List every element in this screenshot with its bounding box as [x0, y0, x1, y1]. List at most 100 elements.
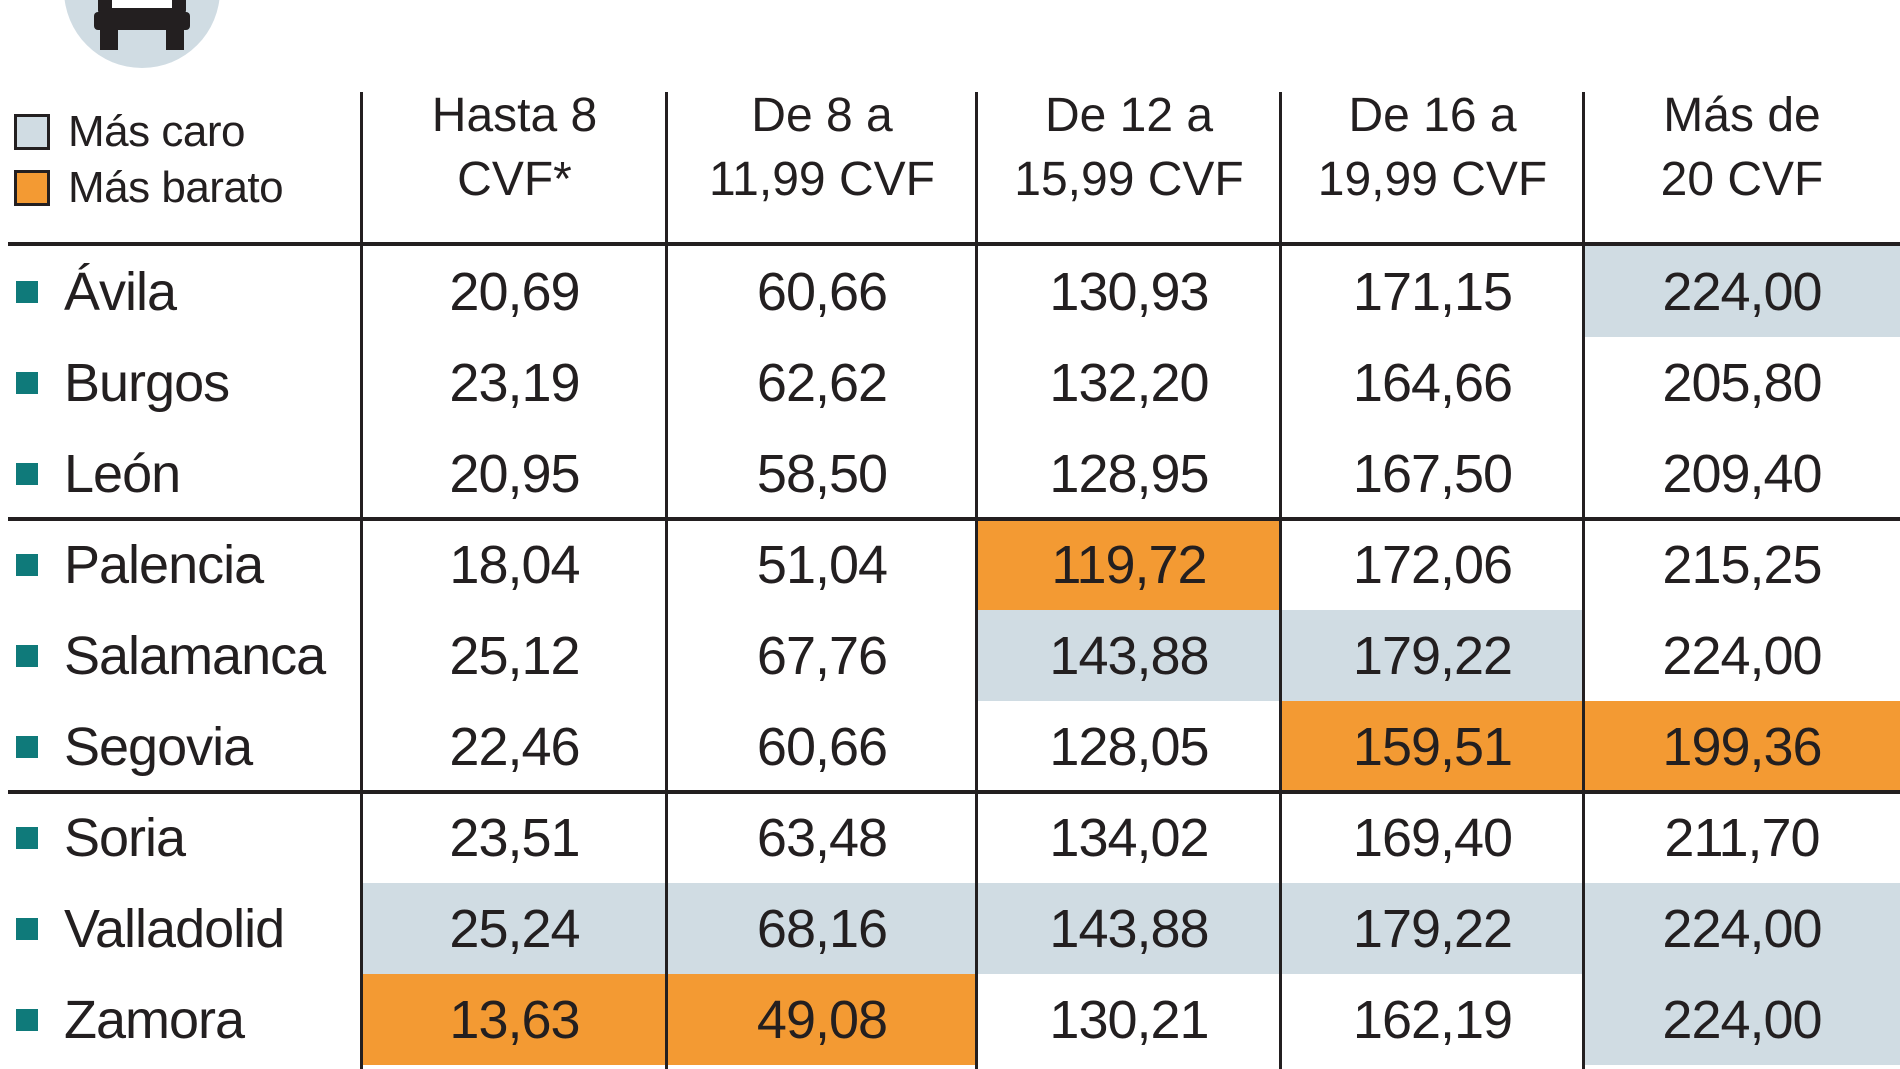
table-cell: 211,70	[1664, 807, 1820, 868]
city-name: Soria	[64, 807, 186, 868]
row-bullet	[16, 553, 38, 576]
column-header: Hasta 8 CVF*	[362, 84, 667, 236]
row-bullet	[16, 735, 38, 758]
legend-item-cheap: Más barato	[14, 160, 284, 216]
table-cell: 164,66	[1352, 352, 1513, 413]
row-bullet	[16, 644, 38, 667]
column-header-line: Hasta 8	[431, 89, 598, 142]
table-cell: 119,72	[977, 519, 1281, 610]
city-name: Salamanca	[64, 625, 326, 686]
table-cell: 130,93	[1049, 261, 1209, 322]
table-cell: 224,00	[1584, 246, 1900, 337]
table-cell: 209,40	[1662, 443, 1822, 504]
city-name: Valladolid	[64, 898, 285, 959]
column-header: Más de 20 CVF	[1584, 84, 1900, 236]
table-cell: 68,16	[667, 883, 977, 974]
row-label: Salamanca	[0, 610, 360, 701]
table-cell: 179,22	[1281, 610, 1584, 701]
table-cell: 199,36	[1584, 701, 1900, 792]
legend-label-expensive: Más caro	[68, 107, 245, 156]
column-header-line: 15,99 CVF	[1014, 153, 1244, 206]
column-header: De 12 a 15,99 CVF	[977, 84, 1281, 236]
column-header-line: CVF*	[457, 153, 572, 206]
column-header-line: De 8 a	[751, 89, 893, 142]
row-divider	[8, 517, 1900, 521]
column-divider	[1279, 92, 1282, 1069]
city-name: Zamora	[64, 989, 245, 1050]
table-cell: 128,95	[1049, 443, 1209, 504]
city-name: Ávila	[64, 261, 177, 322]
table-cell: 130,21	[1049, 989, 1209, 1050]
row-bullet	[16, 280, 38, 303]
table-cell: 179,22	[1281, 883, 1584, 974]
table-cell: 62,62	[756, 352, 888, 413]
table-cell: 172,06	[1352, 534, 1513, 595]
table-cell: 169,40	[1352, 807, 1513, 868]
table-cell: 134,02	[1049, 807, 1209, 868]
table-cell: 63,48	[756, 807, 888, 868]
column-divider	[360, 92, 363, 1069]
city-name: Segovia	[64, 716, 253, 777]
row-label: Burgos	[0, 337, 360, 428]
table-cell: 132,20	[1049, 352, 1209, 413]
table-cell: 18,04	[449, 534, 580, 595]
row-divider	[8, 242, 1900, 246]
row-label: Valladolid	[0, 883, 360, 974]
table-cell: 143,88	[977, 883, 1281, 974]
table-cell: 60,66	[756, 261, 888, 322]
row-bullet	[16, 462, 38, 485]
column-header-line: 19,99 CVF	[1317, 153, 1548, 206]
city-name: Palencia	[64, 534, 264, 595]
column-header-line: 20 CVF	[1660, 153, 1824, 206]
row-label: Palencia	[0, 519, 360, 610]
table-cell: 51,04	[756, 534, 888, 595]
table-cell: 58,50	[756, 443, 888, 504]
city-name: León	[64, 443, 181, 504]
column-header-line: De 16 a	[1348, 89, 1517, 142]
table-cell: 20,95	[449, 443, 580, 504]
row-label: Ávila	[0, 246, 360, 337]
column-header: De 16 a 19,99 CVF	[1281, 84, 1584, 236]
row-bullet	[16, 1008, 38, 1031]
column-header-line: 11,99 CVF	[709, 153, 935, 206]
table-cell: 205,80	[1662, 352, 1822, 413]
row-label: Zamora	[0, 974, 360, 1065]
column-divider	[1582, 92, 1585, 1069]
legend-swatch-expensive	[14, 114, 50, 150]
table-cell: 143,88	[977, 610, 1281, 701]
table-cell: 20,69	[449, 261, 580, 322]
row-bullet	[16, 371, 38, 394]
row-label: Segovia	[0, 701, 360, 792]
table-cell: 215,25	[1662, 534, 1822, 595]
row-bullet	[16, 917, 38, 940]
table-cell: 22,46	[449, 716, 580, 777]
table-cell: 23,51	[449, 807, 580, 868]
row-label: Soria	[0, 792, 360, 883]
table-cell: 159,51	[1281, 701, 1584, 792]
table-cell: 224,00	[1662, 625, 1822, 686]
legend-swatch-cheap	[14, 170, 50, 206]
legend-item-expensive: Más caro	[14, 104, 283, 160]
column-divider	[665, 92, 668, 1069]
row-label: León	[0, 428, 360, 519]
table-cell: 49,08	[667, 974, 977, 1065]
legend-label-cheap: Más barato	[68, 163, 284, 212]
table-cell: 224,00	[1584, 883, 1900, 974]
column-divider	[975, 92, 978, 1069]
table-cell: 13,63	[362, 974, 667, 1065]
table-cell: 167,50	[1352, 443, 1513, 504]
column-header-line: De 12 a	[1044, 89, 1214, 142]
table-cell: 171,15	[1352, 261, 1513, 322]
row-divider	[8, 790, 1900, 794]
table-cell: 224,00	[1584, 974, 1900, 1065]
car-icon	[62, 0, 222, 70]
table-cell: 25,12	[449, 625, 580, 686]
city-name: Burgos	[64, 352, 230, 413]
legend: Más caro Más barato	[14, 104, 284, 216]
table-cell: 23,19	[449, 352, 580, 413]
table-cell: 128,05	[1049, 716, 1209, 777]
row-bullet	[16, 826, 38, 849]
table-cell: 67,76	[756, 625, 888, 686]
table-cell: 162,19	[1352, 989, 1513, 1050]
